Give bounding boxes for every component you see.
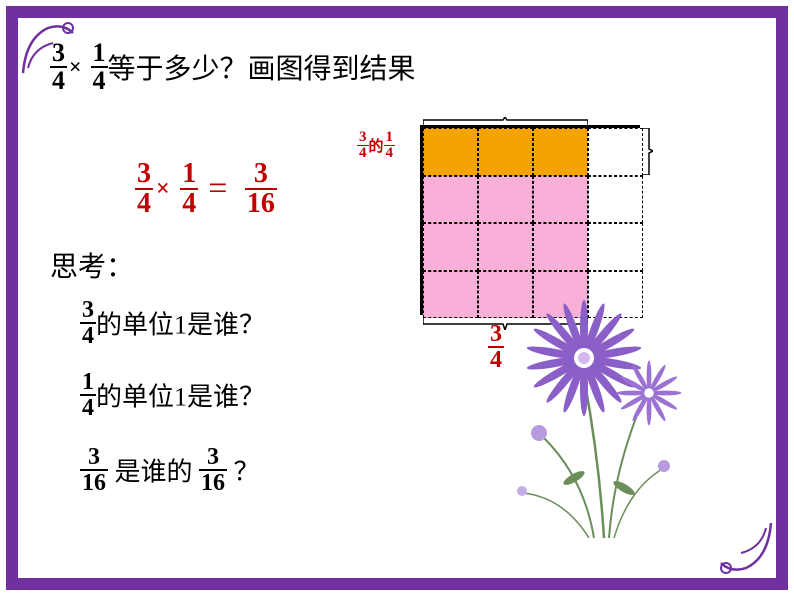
grid-cell (478, 128, 533, 176)
grid-cell (423, 223, 478, 271)
grid-cell (588, 223, 643, 271)
question-2: 1 4 的单位1是谁？ (80, 370, 265, 420)
title-question: 3 4 × 1 4 等于多少？画图得到结果 (50, 40, 416, 94)
title-fraction-2: 1 4 (91, 40, 108, 94)
q3-mid: 是谁的 (108, 458, 199, 487)
q1-fraction: 3 4 (80, 298, 96, 348)
q3-fraction-2: 3 16 (199, 445, 227, 495)
grid-cell (533, 128, 588, 176)
title-text: 等于多少？画图得到结果 (108, 54, 416, 85)
title-fraction-1: 3 4 (50, 40, 67, 94)
grid-cell (533, 176, 588, 224)
equals-sign: = (208, 170, 227, 207)
eq-result: 3 16 (245, 160, 277, 218)
q3-fraction-1: 3 16 (80, 445, 108, 495)
q1-text: 的单位1是谁？ (96, 311, 265, 340)
diagram-label-topleft: 3 4 的 1 4 (357, 130, 395, 161)
eq-mult: × (156, 176, 170, 202)
content-area: 3 4 × 1 4 等于多少？画图得到结果 3 4 × 1 4 = 3 16 思… (50, 40, 744, 556)
grid-cell (423, 128, 478, 176)
eq-fraction-2: 1 4 (180, 160, 198, 218)
eq-fraction-1: 3 4 (135, 160, 153, 218)
grid-cell (533, 223, 588, 271)
grid-cell (478, 176, 533, 224)
grid-cell (588, 128, 643, 176)
q2-fraction: 1 4 (80, 370, 96, 420)
question-1: 3 4 的单位1是谁？ (80, 298, 265, 348)
flower-decoration (464, 278, 714, 538)
q2-text: 的单位1是谁？ (96, 383, 265, 412)
question-3: 3 16 是谁的 3 16 ？ (80, 445, 260, 495)
grid-cell (423, 176, 478, 224)
bracket-top (423, 114, 588, 124)
mult-sign: × (69, 54, 82, 79)
think-label: 思考： (50, 245, 134, 285)
equation: 3 4 × 1 4 = 3 16 (135, 160, 277, 218)
grid-cell (478, 223, 533, 271)
grid-cell (588, 176, 643, 224)
q3-tail: ？ (227, 458, 260, 487)
